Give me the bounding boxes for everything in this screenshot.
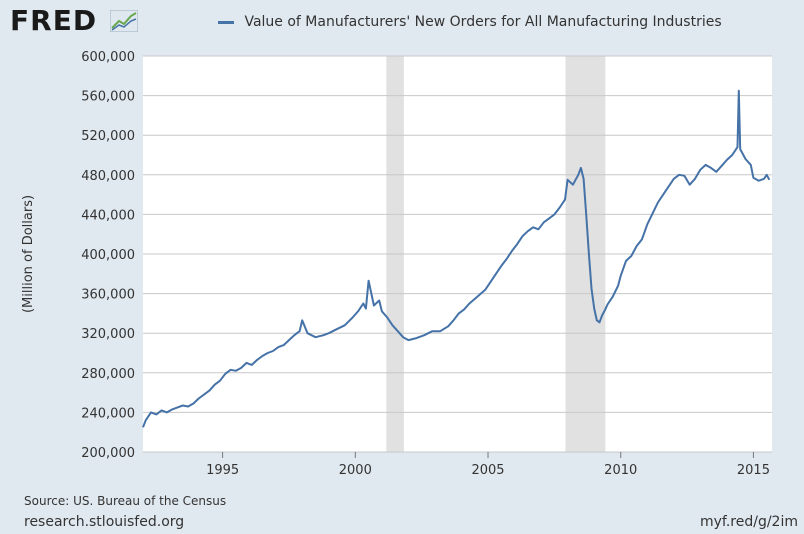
y-tick-label: 240,000	[81, 406, 135, 421]
y-tick-label: 320,000	[81, 327, 135, 342]
trend-chart-icon	[110, 10, 138, 32]
series-line[interactable]	[142, 89, 771, 428]
y-tick-label: 600,000	[81, 50, 135, 65]
x-tick-label: 2010	[604, 463, 637, 478]
fred-logo[interactable]: FRED	[10, 4, 98, 37]
y-tick-label: 200,000	[81, 446, 135, 461]
site-link[interactable]: research.stlouisfed.org	[24, 514, 185, 530]
source-note: Source: US. Bureau of the Census	[24, 494, 227, 508]
y-tick-label: 520,000	[81, 129, 135, 144]
x-tick-label: 2000	[339, 463, 372, 478]
y-axis-label: (Million of Dollars)	[21, 195, 36, 313]
grid-lines	[143, 55, 772, 453]
short-link[interactable]: myf.red/g/2im	[700, 514, 798, 530]
legend-swatch	[218, 20, 234, 24]
x-tick-marks	[222, 452, 754, 458]
y-tick-label: 440,000	[81, 208, 135, 223]
x-tick-label: 2015	[737, 463, 770, 478]
x-tick-label: 1995	[206, 463, 239, 478]
x-tick-label: 2005	[471, 463, 504, 478]
y-tick-label: 480,000	[81, 169, 135, 184]
y-tick-label: 280,000	[81, 367, 135, 382]
y-tick-label: 400,000	[81, 248, 135, 263]
x-tick-labels: 1995 2000 2005 2010 2015	[206, 463, 770, 478]
legend-label: Value of Manufacturers' New Orders for A…	[244, 14, 722, 30]
y-tick-label: 360,000	[81, 288, 135, 303]
y-tick-label: 560,000	[81, 90, 135, 105]
y-tick-labels: 200,000 240,000 280,000 320,000 360,000 400,0…	[81, 50, 135, 461]
chart-legend[interactable]: Value of Manufacturers' New Orders for A…	[218, 14, 722, 30]
